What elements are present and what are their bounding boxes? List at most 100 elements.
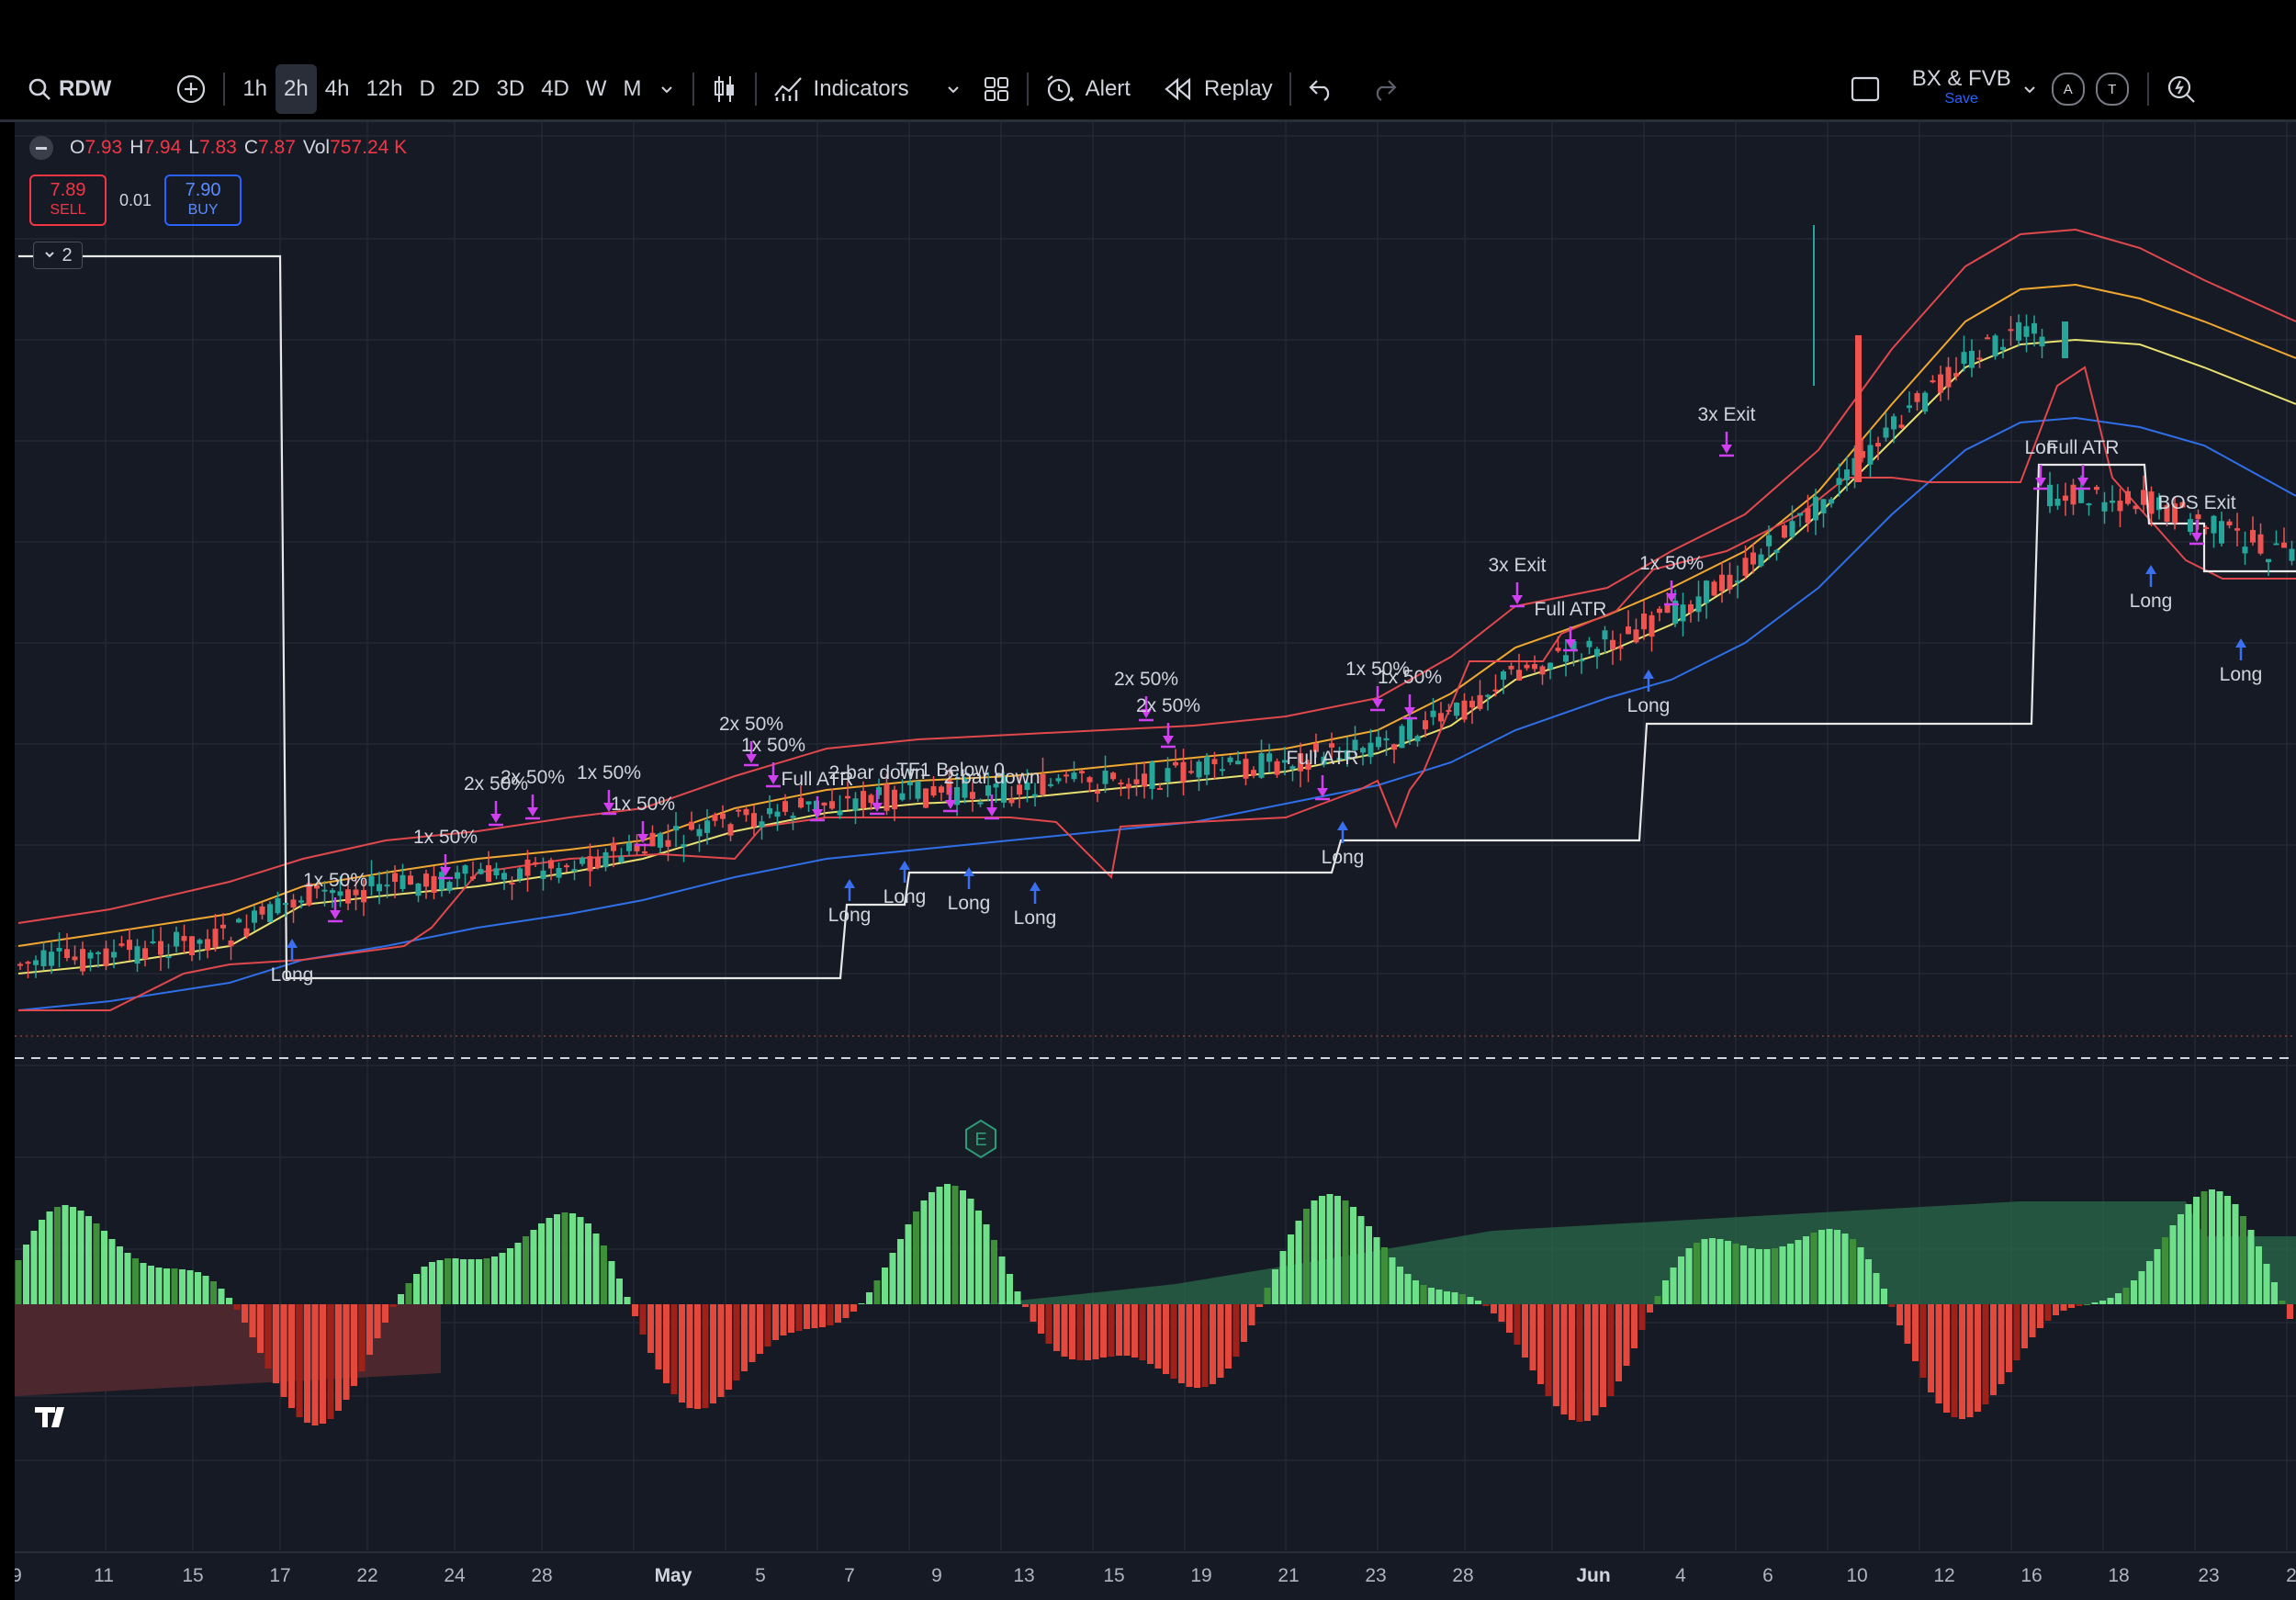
candle-body <box>243 928 250 937</box>
timeframe-12h[interactable]: 12h <box>366 76 403 101</box>
candle-body <box>821 802 827 806</box>
candle-body <box>2257 534 2264 554</box>
layouts-button[interactable] <box>975 64 1018 114</box>
histogram-bar <box>1881 1289 1887 1304</box>
timeframe-m[interactable]: M <box>623 76 642 101</box>
layout-dropdown[interactable] <box>2019 64 2041 114</box>
replay-button[interactable]: Replay <box>1156 64 1280 114</box>
signal-label: Long <box>271 964 314 986</box>
pane-collapse-button[interactable]: 2 <box>33 242 83 269</box>
candle-body <box>868 794 874 804</box>
sell-button[interactable]: 7.89 SELL <box>29 175 107 226</box>
candle-body <box>1367 742 1374 758</box>
buy-button[interactable]: 7.90 BUY <box>164 175 242 226</box>
alert-button[interactable]: Alert <box>1038 64 1138 114</box>
candle-body <box>87 952 94 959</box>
candle-body <box>25 962 31 964</box>
timeframe-4d[interactable]: 4D <box>541 76 569 101</box>
long-arrow-head <box>1030 882 1041 891</box>
histogram-bar <box>1303 1209 1310 1304</box>
candle-body <box>17 963 23 966</box>
histogram-bar <box>374 1304 381 1338</box>
timeframe-1h[interactable]: 1h <box>242 76 268 101</box>
candle-body <box>805 801 812 805</box>
timeframe-4h[interactable]: 4h <box>324 76 350 101</box>
layout-checkbox[interactable] <box>1842 64 1888 114</box>
exit-arrow-head <box>986 807 997 817</box>
timeframe-w[interactable]: W <box>585 76 607 101</box>
quick-search-button[interactable] <box>2158 64 2204 114</box>
candle-body <box>470 876 476 880</box>
candle-body <box>1855 335 1862 482</box>
histogram-bar <box>1326 1194 1334 1304</box>
histogram-bar <box>2131 1280 2137 1304</box>
timeframe-2d[interactable]: 2D <box>451 76 480 101</box>
candle-body <box>493 868 500 876</box>
candle-body <box>1930 380 1936 383</box>
candle-body <box>103 948 109 966</box>
histogram-bar <box>2068 1304 2075 1308</box>
histogram-bar <box>1647 1304 1653 1313</box>
circle-t-button[interactable]: T <box>2095 73 2129 106</box>
histogram-bar <box>1170 1304 1177 1379</box>
histogram-bar <box>2185 1204 2192 1304</box>
volume-value: 757.24 K <box>330 137 408 158</box>
candle-body <box>1423 720 1428 730</box>
histogram-bar <box>1139 1304 1146 1360</box>
sell-price: 7.89 <box>50 180 86 200</box>
chart-type-button[interactable] <box>703 64 746 114</box>
candle-body <box>1633 629 1639 643</box>
histogram-bar <box>491 1256 498 1304</box>
histogram-bar <box>1131 1304 1138 1358</box>
histogram-bar <box>577 1217 584 1304</box>
histogram-bar <box>2193 1197 2200 1304</box>
candle-body <box>1071 772 1077 780</box>
signal-label: Long <box>1014 907 1057 929</box>
candle-body <box>212 929 219 948</box>
timeframe-d[interactable]: D <box>419 76 435 101</box>
candle-body <box>392 873 398 883</box>
candle-body <box>1969 350 1975 368</box>
histogram-bar <box>1623 1304 1630 1366</box>
histogram-bar <box>1498 1304 1505 1322</box>
histogram-bar <box>601 1245 607 1304</box>
histogram-bar <box>1022 1304 1029 1307</box>
indicators-button[interactable]: Indicators <box>766 64 917 114</box>
histogram-bar <box>195 1272 201 1304</box>
signal-label: Long <box>1627 695 1671 716</box>
timeframe-dropdown[interactable] <box>650 64 683 114</box>
exit-arrow-head <box>1404 707 1415 716</box>
histogram-bar <box>1272 1269 1278 1304</box>
candle-body <box>759 821 765 828</box>
histogram-bar <box>1576 1304 1583 1422</box>
layout-name-button[interactable]: BX & FVB Save <box>1905 64 2019 114</box>
histogram-bar <box>1716 1239 1724 1304</box>
histogram-bar <box>967 1199 974 1304</box>
histogram-bar <box>343 1304 350 1400</box>
candle-body <box>1704 580 1709 603</box>
histogram-bar <box>155 1268 163 1304</box>
candle-body <box>2063 495 2068 501</box>
signal-label: 3x Exit <box>1488 555 1546 576</box>
histogram-bar <box>1030 1304 1037 1322</box>
histogram-bar <box>1186 1304 1193 1387</box>
ema-blue <box>17 416 2296 1011</box>
circle-a-button[interactable]: A <box>2051 73 2085 106</box>
candle-body <box>1055 778 1062 782</box>
candle-body <box>486 865 491 883</box>
undo-button[interactable] <box>1300 64 1343 114</box>
histogram-bar <box>398 1294 404 1304</box>
redo-button[interactable] <box>1363 64 1405 114</box>
add-symbol-button[interactable] <box>168 64 214 114</box>
histogram-bar <box>811 1304 818 1328</box>
indicators-dropdown[interactable] <box>937 64 970 114</box>
symbol-search[interactable]: RDW <box>20 64 118 114</box>
divider <box>2146 73 2149 106</box>
histogram-bar <box>905 1224 912 1304</box>
timeframe-3d[interactable]: 3D <box>496 76 525 101</box>
candle-body <box>2234 528 2240 531</box>
candle-body <box>696 828 703 837</box>
collapse-legend-button[interactable] <box>29 136 53 160</box>
timeframe-2h[interactable]: 2h <box>276 64 317 114</box>
